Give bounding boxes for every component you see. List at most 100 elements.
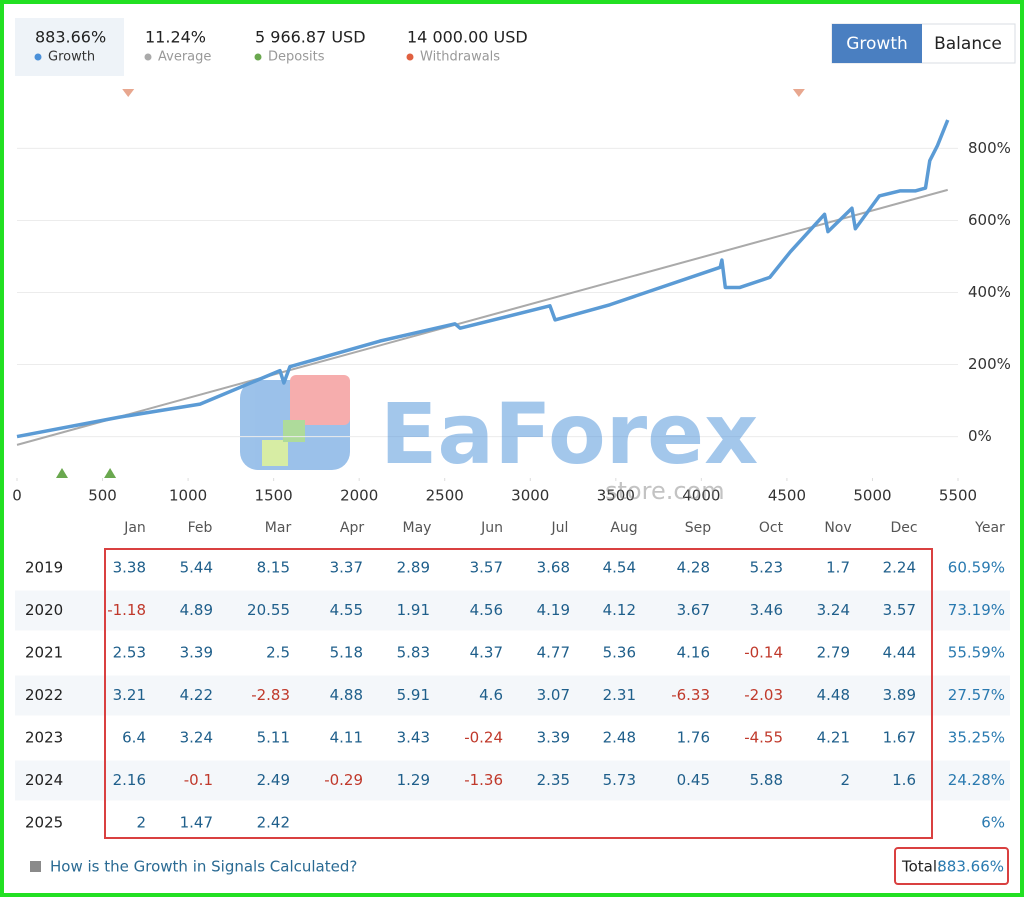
tab[interactable]: Growth	[846, 34, 908, 54]
column-header: Nov	[824, 520, 851, 536]
help-link[interactable]: How is the Growth in Signals Calculated?	[50, 858, 357, 876]
column-header: Jan	[123, 520, 146, 536]
month-value: 3.21	[113, 686, 146, 704]
withdrawal-marker	[792, 89, 805, 97]
row-year: 2022	[25, 686, 63, 704]
month-value: 8.15	[257, 559, 290, 577]
x-tick-label: 500	[88, 487, 117, 505]
month-value: 0.45	[677, 771, 710, 789]
year-total: 27.57%	[948, 686, 1005, 704]
month-value: 1.29	[397, 771, 430, 789]
month-value: 5.18	[330, 644, 363, 662]
stat-label: Growth	[48, 50, 95, 65]
month-value: 2.24	[883, 559, 916, 577]
month-value: 2.89	[397, 559, 430, 577]
month-value: 4.11	[330, 729, 363, 747]
logo-shape	[262, 440, 288, 466]
month-value: 4.55	[330, 601, 363, 619]
month-value: 2.31	[603, 686, 636, 704]
month-value: 3.39	[180, 644, 213, 662]
month-value: -0.24	[464, 729, 503, 747]
column-header: Year	[974, 520, 1005, 536]
x-tick-label: 4000	[682, 487, 720, 505]
x-tick-label: 0	[12, 487, 22, 505]
watermark: EaForex	[380, 385, 758, 483]
logo-shape	[290, 375, 350, 425]
active-stat-bg	[15, 18, 124, 76]
month-value: 4.22	[180, 686, 213, 704]
month-value: 3.43	[397, 729, 430, 747]
month-value: 5.11	[257, 729, 290, 747]
month-value: 4.12	[603, 601, 636, 619]
x-tick-label: 5500	[939, 487, 977, 505]
x-tick-label: 5000	[853, 487, 891, 505]
x-tick-label: 1000	[169, 487, 207, 505]
month-value: 2.35	[537, 771, 570, 789]
month-value: 3.57	[883, 601, 916, 619]
column-header: Dec	[890, 520, 917, 536]
month-value: 3.38	[113, 559, 146, 577]
stat-value: 14 000.00 USD	[407, 28, 528, 47]
year-total: 24.28%	[948, 771, 1005, 789]
tab-active-bg	[832, 24, 922, 63]
month-value: 3.24	[817, 601, 850, 619]
y-tick-label: 0%	[968, 427, 992, 445]
total-label: Total:	[901, 858, 942, 876]
month-value: 5.44	[180, 559, 213, 577]
column-header: Oct	[759, 520, 784, 536]
month-value: 4.21	[817, 729, 850, 747]
month-value: 3.46	[750, 601, 783, 619]
tab[interactable]: Balance	[934, 34, 1002, 54]
month-value: 5.83	[397, 644, 430, 662]
row-year: 2020	[25, 601, 63, 619]
month-value: 1.7	[826, 559, 850, 577]
year-total: 6%	[981, 814, 1005, 832]
series-line	[16, 119, 950, 439]
month-value: 4.77	[537, 644, 570, 662]
month-value: -0.1	[184, 771, 213, 789]
stat-label: Deposits	[268, 50, 325, 65]
stat-value: 11.24%	[145, 28, 206, 47]
month-value: 2.48	[603, 729, 636, 747]
x-tick-label: 3000	[511, 487, 549, 505]
y-tick-label: 400%	[968, 283, 1011, 301]
month-value: -1.36	[464, 771, 503, 789]
month-value: -6.33	[671, 686, 710, 704]
month-value: 4.6	[479, 686, 503, 704]
row-year: 2019	[25, 559, 63, 577]
month-value: 4.37	[470, 644, 503, 662]
stat-dot	[254, 53, 262, 61]
month-value: 3.89	[883, 686, 916, 704]
month-value: 2	[840, 771, 850, 789]
logo-shape	[283, 420, 305, 442]
month-value: 5.88	[750, 771, 783, 789]
deposit-marker	[104, 468, 117, 478]
month-value: 6.4	[122, 729, 146, 747]
row-year: 2021	[25, 644, 63, 662]
month-value: 1.91	[397, 601, 430, 619]
month-value: 4.48	[817, 686, 850, 704]
month-value: -1.18	[107, 601, 146, 619]
total-value: 883.66%	[937, 858, 1004, 876]
watermark-logo	[240, 375, 350, 470]
month-value: 3.07	[537, 686, 570, 704]
month-value: 2.42	[257, 814, 290, 832]
column-header: Jun	[480, 520, 503, 536]
month-value: 3.39	[537, 729, 570, 747]
month-value: 1.6	[892, 771, 916, 789]
month-value: 4.89	[180, 601, 213, 619]
info-icon	[30, 861, 41, 872]
month-value: 1.76	[677, 729, 710, 747]
year-total: 55.59%	[948, 644, 1005, 662]
x-tick-label: 4500	[768, 487, 806, 505]
row-year: 2024	[25, 771, 63, 789]
month-value: 4.28	[677, 559, 710, 577]
highlight-box	[104, 548, 933, 839]
month-value: 3.37	[330, 559, 363, 577]
x-tick-label: 2000	[340, 487, 378, 505]
month-value: -2.03	[744, 686, 783, 704]
month-value: 4.44	[883, 644, 916, 662]
row-bg	[15, 675, 1010, 716]
month-value: 4.19	[537, 601, 570, 619]
y-tick-label: 200%	[968, 355, 1011, 373]
